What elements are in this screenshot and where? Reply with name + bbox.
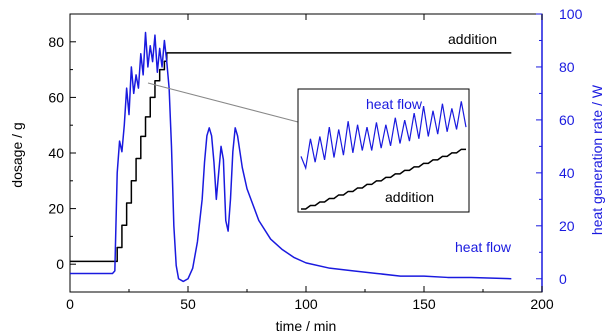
y-right-tick-label: 20 xyxy=(559,218,575,234)
x-tick-label: 50 xyxy=(180,296,196,312)
x-axis-title: time / min xyxy=(276,318,337,334)
y-left-tick-label: 0 xyxy=(56,256,64,272)
series-line-addition xyxy=(70,52,512,263)
y-right-tick-label: 40 xyxy=(559,165,575,181)
inset-label-addition: addition xyxy=(385,189,434,205)
x-tick-label: 0 xyxy=(66,296,74,312)
inset-label-heat-flow: heat flow xyxy=(366,96,423,112)
y-left-tick-label: 40 xyxy=(48,145,64,161)
series-layer xyxy=(70,31,512,283)
y-right-tick-label: 0 xyxy=(559,271,567,287)
axes: 0 50 100 150 200 0 20 40 60 80 0 20 40 60 80 100 xyxy=(48,6,582,312)
y-left-axis-title: dosage / g xyxy=(9,122,25,187)
series-line-heat-flow xyxy=(70,31,512,283)
y-right-axis-title: heat generation rate / W xyxy=(589,84,605,235)
y-left-tick-label: 20 xyxy=(48,201,64,217)
y-right-tick-label: 80 xyxy=(559,59,575,75)
inset-connector-line xyxy=(147,82,299,123)
annotation-heat-flow: heat flow xyxy=(455,239,512,255)
y-left-tick-label: 60 xyxy=(48,89,64,105)
y-left-tick-label: 80 xyxy=(48,34,64,50)
x-tick-label: 100 xyxy=(294,296,318,312)
annotation-addition: addition xyxy=(448,31,497,47)
inset-series-heat-flow xyxy=(300,101,467,171)
y-right-tick-label: 100 xyxy=(559,6,583,22)
inset-panel xyxy=(147,82,470,213)
x-tick-label: 200 xyxy=(530,296,554,312)
y-right-tick-label: 60 xyxy=(559,112,575,128)
x-tick-label: 150 xyxy=(412,296,436,312)
inset-series-addition xyxy=(301,148,466,210)
